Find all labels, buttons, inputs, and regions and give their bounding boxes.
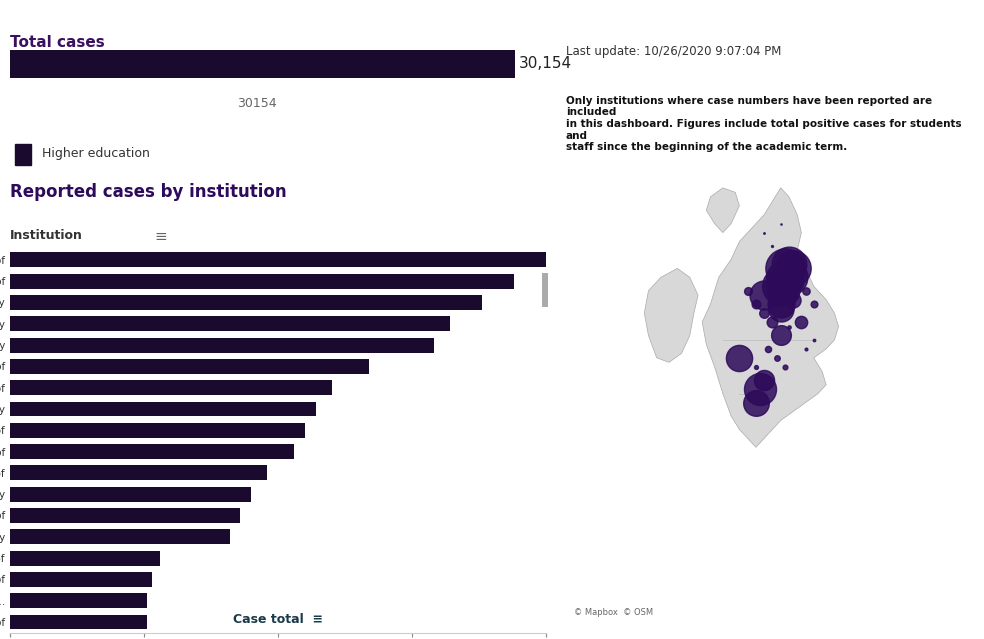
Bar (10, 50, 516, 79)
Point (772, 277, 788, 287)
Point (785, 277, 801, 287)
Polygon shape (703, 188, 838, 447)
Point (772, 330, 788, 341)
Point (757, 227, 772, 238)
Point (781, 272, 797, 282)
Point (757, 290, 772, 300)
Text: Only institutions where case numbers have been reported are included
in this das: Only institutions where case numbers hav… (566, 96, 961, 152)
Text: Reported cases by institution: Reported cases by institution (10, 183, 286, 201)
Text: See case %: See case % (836, 54, 925, 68)
Text: Total cases: Total cases (10, 35, 104, 50)
Bar (10, 295, 482, 310)
Point (748, 299, 764, 309)
Point (769, 286, 784, 296)
Bar (15, 144, 31, 165)
Text: Institution: Institution (10, 229, 83, 242)
Bar (10, 401, 316, 417)
Text: 30154: 30154 (237, 97, 277, 110)
Point (748, 362, 764, 372)
Bar (10, 615, 147, 629)
Bar (10, 380, 332, 395)
Bar (10, 359, 369, 374)
Point (777, 362, 793, 372)
Bar (10, 444, 294, 459)
Point (781, 259, 797, 269)
Point (740, 286, 756, 296)
Bar (10, 593, 147, 608)
Bar (542, 273, 548, 307)
Text: ≡: ≡ (154, 229, 167, 243)
Point (748, 397, 764, 408)
Bar (10, 252, 551, 267)
Bar (10, 465, 268, 481)
Point (777, 263, 793, 273)
Point (777, 286, 793, 296)
Polygon shape (645, 268, 698, 362)
Point (785, 263, 801, 273)
Bar (10, 337, 434, 353)
Point (806, 335, 822, 345)
Point (798, 286, 814, 296)
Point (772, 219, 788, 229)
Point (757, 375, 772, 385)
Text: 30,154: 30,154 (519, 56, 572, 72)
Bar (10, 423, 305, 438)
Point (765, 241, 780, 251)
Bar (10, 572, 152, 587)
Point (772, 299, 788, 309)
Point (772, 304, 788, 314)
Point (793, 317, 809, 327)
Point (761, 344, 776, 354)
Text: Case total  ≡: Case total ≡ (233, 613, 323, 626)
Point (765, 317, 780, 327)
Point (731, 353, 747, 363)
Bar (10, 529, 229, 544)
Point (781, 321, 797, 332)
Text: © Mapbox  © OSM: © Mapbox © OSM (574, 608, 653, 617)
Point (769, 353, 784, 363)
Bar (10, 316, 450, 331)
Point (806, 299, 822, 309)
Bar (10, 551, 160, 566)
Text: Last update: 10/26/2020 9:07:04 PM: Last update: 10/26/2020 9:07:04 PM (566, 45, 781, 58)
Point (772, 272, 788, 282)
Bar (10, 273, 514, 289)
Point (772, 281, 788, 291)
Bar (10, 508, 240, 523)
Text: Higher education: Higher education (42, 147, 150, 160)
Bar (10, 487, 251, 502)
Point (785, 295, 801, 305)
Point (752, 384, 768, 394)
Point (757, 308, 772, 318)
Polygon shape (707, 188, 739, 233)
Point (798, 344, 814, 354)
